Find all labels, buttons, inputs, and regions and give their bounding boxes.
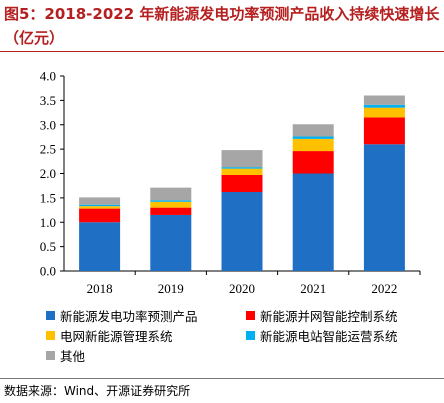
y-tick-label: 3.5 <box>40 93 56 108</box>
stacked-bar-chart: 0.0 0.5 1.0 1.5 2.0 2.5 3.0 3.5 4.0 2018 2019 2020 2… <box>40 69 421 296</box>
chart-title: 图5：2018-2022 年新能源发电功率预测产品收入持续快速增长（亿元） <box>4 5 440 47</box>
bar-segment-2022-series-2 <box>363 107 405 118</box>
bar-segment-2018-series-2 <box>79 206 121 209</box>
legend-label: 新能源并网智能控制系统 <box>260 309 398 324</box>
y-tick-label: 3.0 <box>40 117 56 132</box>
x-tick-label: 2020 <box>229 281 255 296</box>
y-tick-label: 0.5 <box>40 239 56 254</box>
legend-label: 电网新能源管理系统 <box>60 329 173 344</box>
bar-segment-2019-series-1 <box>150 207 192 215</box>
y-tick-label: 1.5 <box>40 190 56 205</box>
y-tick-label: 4.0 <box>40 69 56 84</box>
title-divider <box>0 51 444 52</box>
legend-item: 电网新能源管理系统 <box>46 326 173 345</box>
bar-segment-2019-series-4 <box>150 187 192 201</box>
x-tick-label: 2021 <box>300 281 326 296</box>
legend-label: 其他 <box>60 349 86 364</box>
y-tick-label: 1.0 <box>40 215 56 230</box>
bar-segment-2021-series-4 <box>292 124 334 137</box>
y-tick-label: 0.0 <box>40 264 56 279</box>
bar-segment-2021-series-0 <box>292 173 334 271</box>
y-tick-label: 2.0 <box>40 166 56 181</box>
legend-label: 新能源电站智能运营系统 <box>260 329 398 344</box>
bar-segment-2019-series-3 <box>150 200 192 202</box>
bar-segment-2020-series-3 <box>221 167 263 169</box>
bar-segment-2018-series-3 <box>79 204 121 207</box>
legend-swatch <box>246 311 255 320</box>
legend-item: 新能源电站智能运营系统 <box>246 326 398 345</box>
bar-segment-2022-series-3 <box>363 104 405 108</box>
x-tick-label: 2022 <box>371 281 397 296</box>
legend-label: 新能源发电功率预测产品 <box>60 309 198 324</box>
legend-swatch <box>46 311 55 320</box>
source-divider <box>0 378 444 379</box>
legend-swatch <box>246 331 255 340</box>
x-tick-label: 2018 <box>87 281 113 296</box>
bar-segment-2018-series-0 <box>79 222 121 271</box>
bar-segment-2018-series-4 <box>79 197 121 205</box>
legend-item: 其他 <box>46 346 85 365</box>
y-tick-label: 2.5 <box>40 142 56 157</box>
legend-swatch <box>46 351 55 360</box>
bar-segment-2019-series-0 <box>150 214 192 271</box>
bar-segment-2020-series-2 <box>221 168 263 175</box>
bar-segment-2020-series-0 <box>221 192 263 271</box>
legend-swatch <box>46 331 55 340</box>
bar-segment-2021-series-3 <box>292 136 334 139</box>
legend-item: 新能源并网智能控制系统 <box>246 306 398 325</box>
bar-segment-2020-series-4 <box>221 150 263 168</box>
bar-segment-2022-series-4 <box>363 95 405 105</box>
bar-segment-2022-series-1 <box>363 117 405 145</box>
bar-segment-2018-series-1 <box>79 208 121 223</box>
source-note: 数据来源：Wind、开源证券研究所 <box>4 384 191 398</box>
x-tick-label: 2019 <box>158 281 184 296</box>
bar-segment-2020-series-1 <box>221 174 263 193</box>
bar-segment-2022-series-0 <box>363 144 405 271</box>
bar-segment-2021-series-1 <box>292 151 334 174</box>
legend-item: 新能源发电功率预测产品 <box>46 306 198 325</box>
bar-segment-2019-series-2 <box>150 201 192 208</box>
bar-segment-2021-series-2 <box>292 138 334 152</box>
